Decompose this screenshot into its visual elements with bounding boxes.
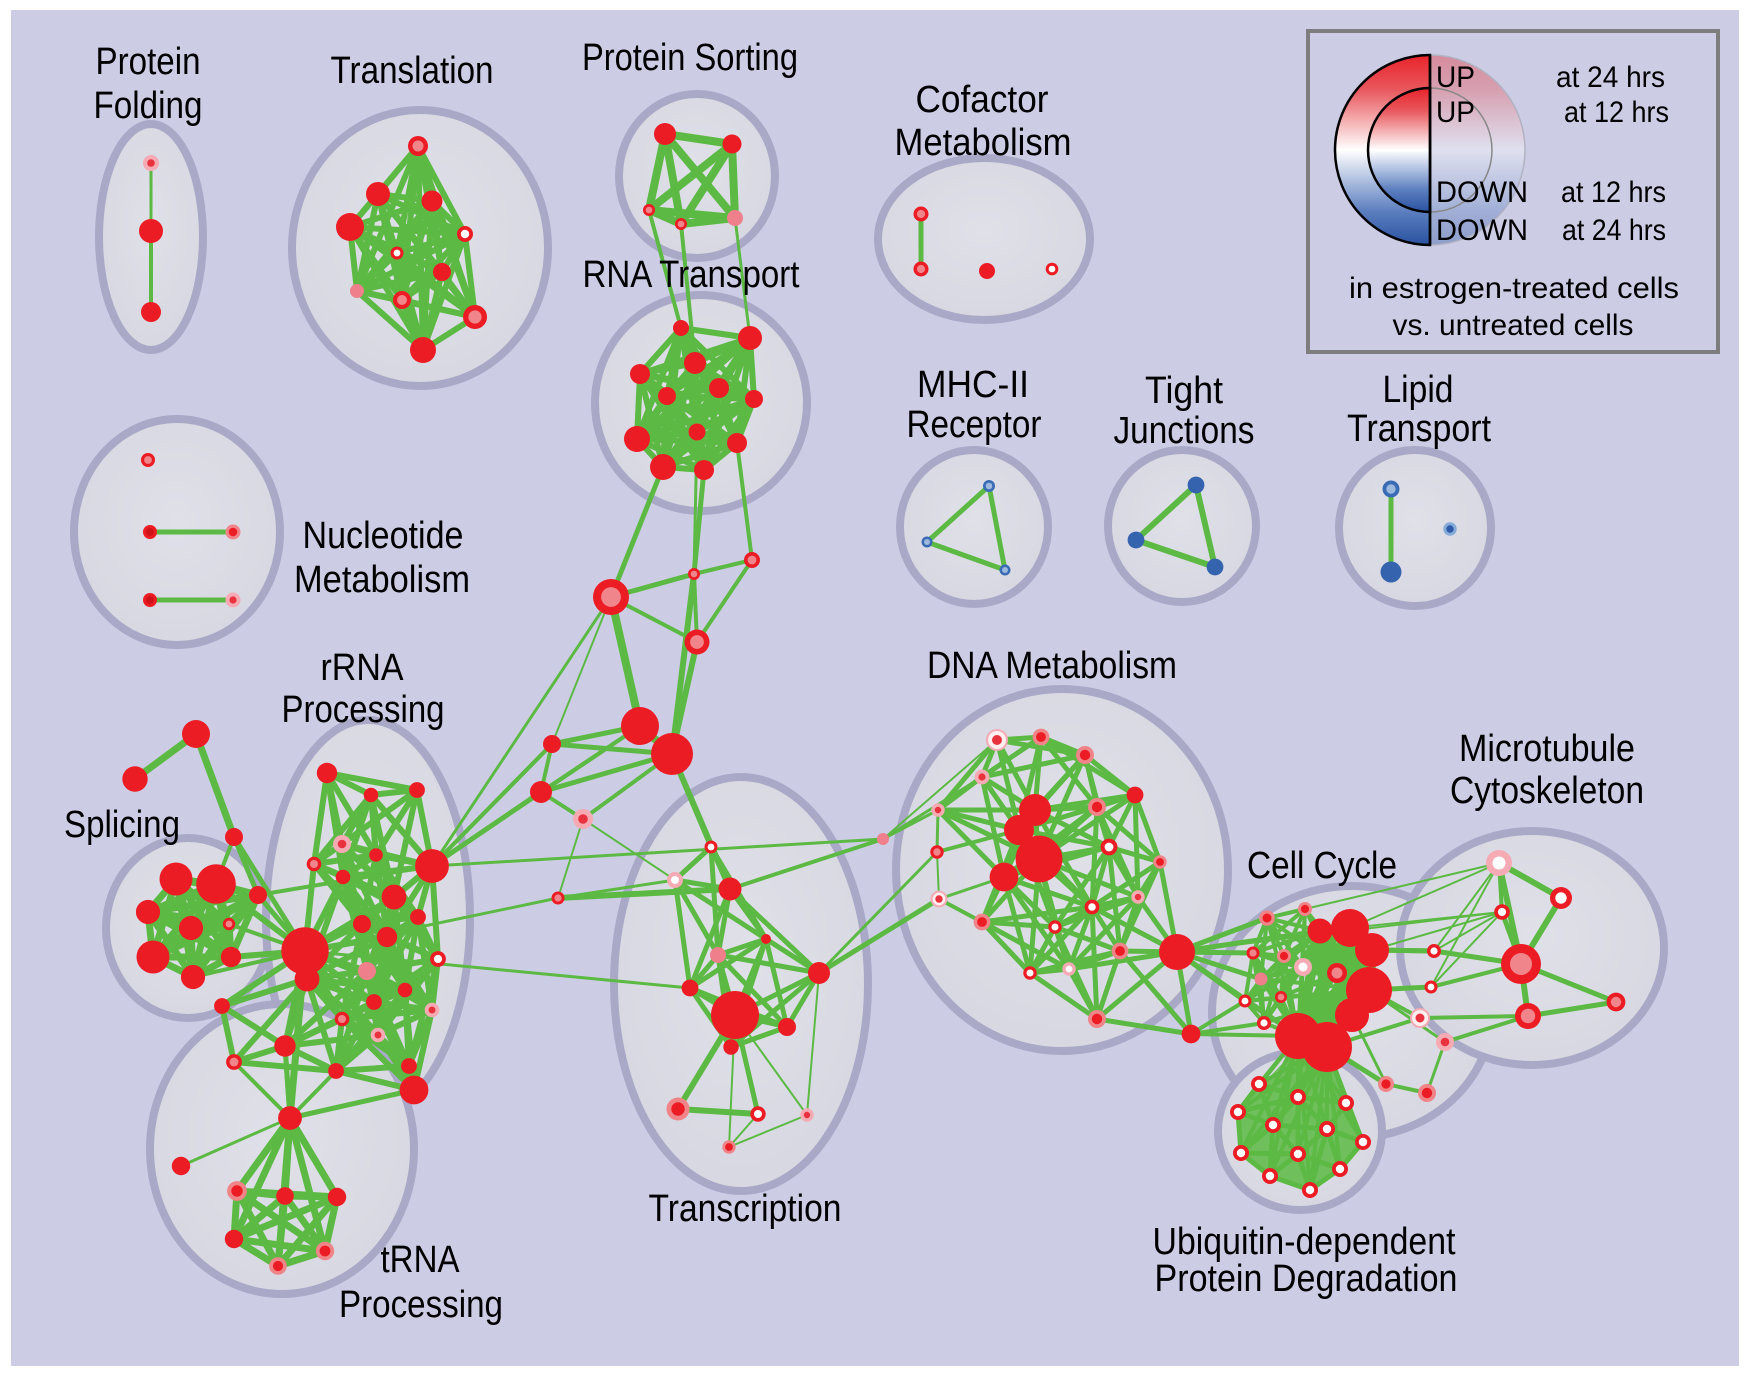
svg-text:DOWN: DOWN bbox=[1436, 176, 1528, 209]
svg-text:at 24 hrs: at 24 hrs bbox=[1562, 214, 1666, 247]
svg-text:Processing: Processing bbox=[339, 1284, 503, 1326]
svg-text:Tight: Tight bbox=[1145, 370, 1223, 412]
svg-text:rRNA: rRNA bbox=[321, 647, 405, 689]
svg-text:Protein Degradation: Protein Degradation bbox=[1155, 1258, 1458, 1300]
svg-text:Protein Sorting: Protein Sorting bbox=[582, 37, 798, 79]
svg-text:tRNA: tRNA bbox=[381, 1239, 461, 1281]
svg-text:vs. untreated cells: vs. untreated cells bbox=[1393, 309, 1634, 342]
svg-text:DOWN: DOWN bbox=[1436, 214, 1528, 247]
svg-text:at 24 hrs: at 24 hrs bbox=[1556, 61, 1665, 94]
svg-text:Protein: Protein bbox=[96, 41, 201, 83]
svg-text:Nucleotide: Nucleotide bbox=[303, 515, 464, 557]
svg-text:Folding: Folding bbox=[94, 85, 203, 127]
svg-text:Translation: Translation bbox=[331, 50, 494, 92]
svg-text:UP: UP bbox=[1436, 61, 1475, 94]
svg-text:RNA Transport: RNA Transport bbox=[583, 254, 800, 296]
svg-text:Cofactor: Cofactor bbox=[916, 79, 1049, 121]
svg-text:at 12 hrs: at 12 hrs bbox=[1561, 176, 1666, 209]
svg-text:UP: UP bbox=[1436, 96, 1475, 129]
svg-text:Lipid: Lipid bbox=[1383, 369, 1454, 411]
svg-text:Splicing: Splicing bbox=[64, 804, 180, 846]
svg-text:Cell Cycle: Cell Cycle bbox=[1247, 845, 1397, 887]
svg-text:Receptor: Receptor bbox=[907, 404, 1042, 446]
svg-text:Junctions: Junctions bbox=[1114, 410, 1255, 452]
svg-text:Processing: Processing bbox=[282, 689, 445, 731]
svg-text:DNA Metabolism: DNA Metabolism bbox=[927, 645, 1177, 687]
svg-text:Metabolism: Metabolism bbox=[895, 122, 1072, 164]
svg-text:Ubiquitin-dependent: Ubiquitin-dependent bbox=[1153, 1221, 1456, 1263]
svg-text:Cytoskeleton: Cytoskeleton bbox=[1450, 770, 1644, 812]
svg-text:Transcription: Transcription bbox=[649, 1188, 842, 1230]
svg-text:Transport: Transport bbox=[1347, 408, 1491, 450]
svg-text:Microtubule: Microtubule bbox=[1459, 728, 1635, 770]
svg-text:MHC-II: MHC-II bbox=[917, 364, 1029, 406]
svg-text:at 12 hrs: at 12 hrs bbox=[1564, 96, 1669, 129]
svg-text:Metabolism: Metabolism bbox=[294, 559, 470, 601]
svg-text:in estrogen-treated cells: in estrogen-treated cells bbox=[1349, 272, 1679, 305]
